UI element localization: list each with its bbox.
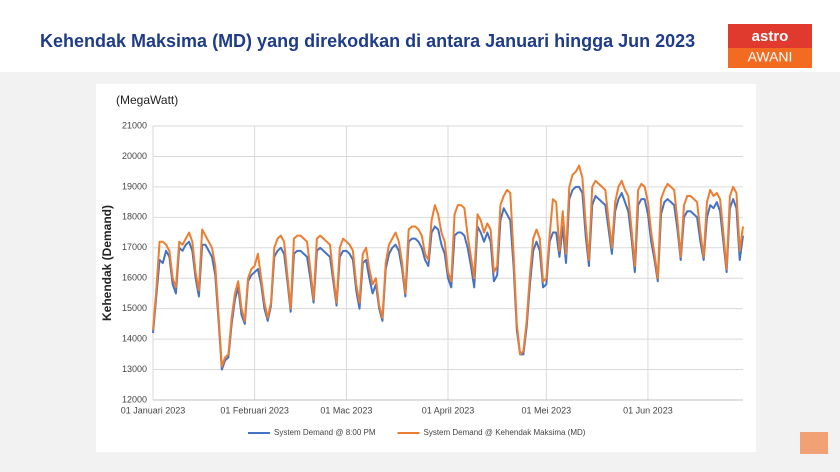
y-tick-label: 16000 bbox=[122, 273, 147, 283]
logo-text: AWANI bbox=[748, 49, 793, 65]
logo: astro AWANI bbox=[728, 24, 812, 68]
chart-title: Kehendak Maksima (MD) yang direkodkan di… bbox=[40, 31, 695, 51]
legend-label: System Demand @ 8:00 PM bbox=[274, 428, 376, 437]
y-tick-label: 15000 bbox=[122, 303, 147, 313]
x-tick-label: 01 Mei 2023 bbox=[522, 405, 572, 415]
y-tick-label: 18000 bbox=[122, 212, 147, 222]
x-tick-label: 01 Jun 2023 bbox=[623, 405, 673, 415]
y-tick-label: 19000 bbox=[122, 181, 147, 191]
logo-bottom bbox=[728, 48, 812, 68]
line-series bbox=[152, 164, 744, 368]
x-tick-label: 01 Januari 2023 bbox=[121, 405, 186, 415]
y-tick-label: 21000 bbox=[122, 120, 147, 130]
x-tick-label: 01 Februari 2023 bbox=[220, 405, 289, 415]
logo-text: astro bbox=[752, 28, 789, 45]
x-tick-label: 01 April 2023 bbox=[422, 405, 475, 415]
watermark bbox=[800, 432, 828, 454]
y-tick-label: 14000 bbox=[122, 333, 147, 343]
unit-label: (MegaWatt) bbox=[116, 93, 178, 107]
logo-top bbox=[728, 24, 812, 48]
y-axis-label: Kehendak (Demand) bbox=[100, 205, 114, 321]
y-tick-label: 13000 bbox=[122, 364, 147, 374]
y-tick-label: 20000 bbox=[122, 151, 147, 161]
line-series bbox=[152, 185, 744, 371]
chart-panel bbox=[96, 84, 756, 452]
x-tick-label: 01 Mac 2023 bbox=[320, 405, 372, 415]
header-band bbox=[0, 0, 840, 72]
y-tick-label: 17000 bbox=[122, 242, 147, 252]
legend-label: System Demand @ Kehendak Maksima (MD) bbox=[424, 428, 586, 437]
y-tick-label: 12000 bbox=[122, 394, 147, 404]
